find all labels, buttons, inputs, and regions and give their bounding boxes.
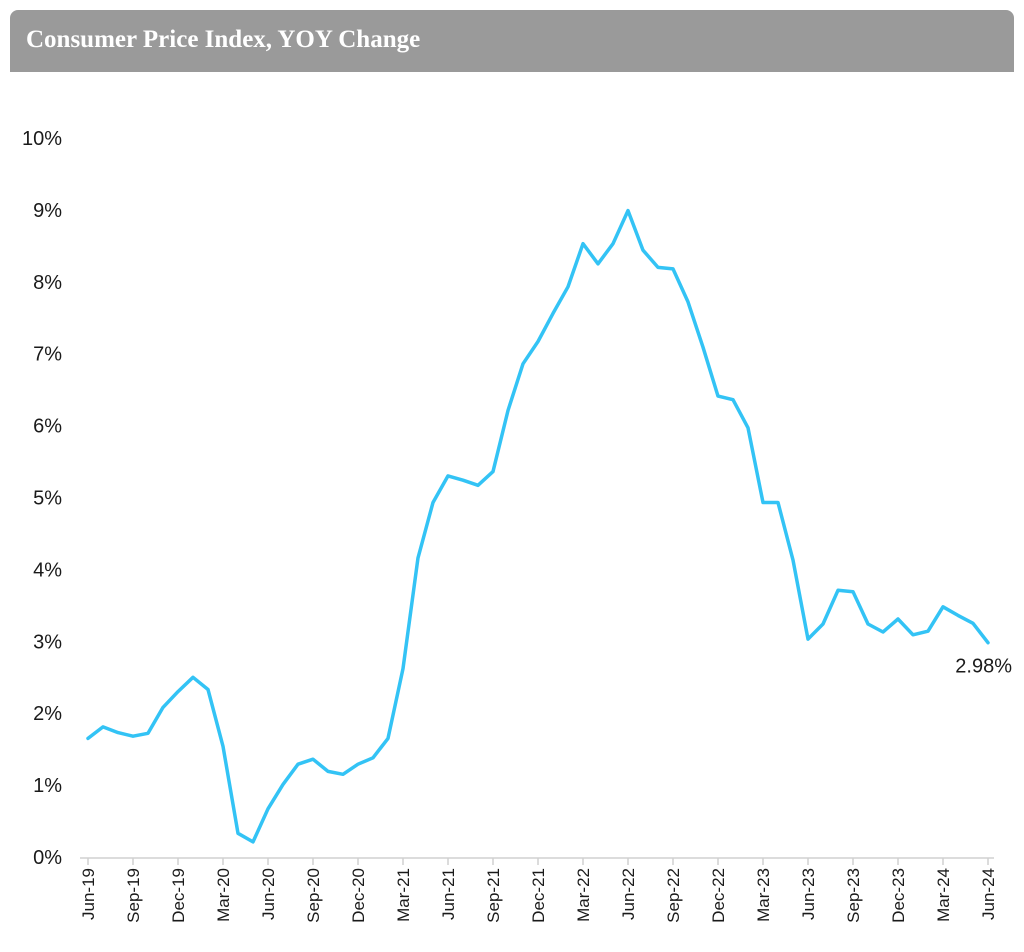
x-tick-label: Sep-22 [664, 868, 683, 923]
x-tick-label: Sep-20 [304, 868, 323, 923]
y-tick-label: 4% [33, 559, 62, 581]
x-tick-label: Jun-23 [799, 868, 818, 920]
x-tick-label: Mar-21 [394, 868, 413, 922]
x-tick-label: Sep-19 [124, 868, 143, 923]
y-tick-label: 3% [33, 631, 62, 653]
cpi-series-line [86, 208, 990, 844]
title-bar: Consumer Price Index, YOY Change [10, 10, 1014, 72]
x-tick-label: Dec-22 [709, 868, 728, 923]
x-tick-label: Jun-22 [619, 868, 638, 920]
x-tick-label: Mar-22 [574, 868, 593, 922]
chart-title: Consumer Price Index, YOY Change [26, 26, 421, 53]
x-tick-label: Dec-21 [529, 868, 548, 923]
y-tick-label: 10% [22, 128, 62, 150]
x-tick-label: Jun-20 [259, 868, 278, 920]
x-tick-label: Sep-23 [844, 868, 863, 923]
y-axis-labels: 0% 1% 2% 3% 4% 5% 6% 7% 8% 9% 10% [22, 128, 62, 869]
x-axis-ticks [87, 858, 989, 865]
x-tick-label: Dec-23 [889, 868, 908, 923]
y-tick-label: 7% [33, 344, 62, 366]
x-tick-label: Jun-24 [979, 868, 998, 920]
y-tick-label: 8% [33, 272, 62, 294]
x-tick-label: Jun-19 [79, 868, 98, 920]
x-tick-label: Mar-23 [754, 868, 773, 922]
x-tick-label: Dec-19 [169, 868, 188, 923]
y-tick-label: 0% [33, 847, 62, 869]
x-tick-label: Mar-24 [934, 868, 953, 922]
y-tick-label: 2% [33, 703, 62, 725]
latest-value-label: 2.98% [955, 656, 1012, 678]
x-axis-labels: Jun-19 Sep-19 Dec-19 Mar-20 Jun-20 Sep-20 Dec-… [79, 868, 998, 923]
y-tick-label: 9% [33, 200, 62, 222]
y-tick-label: 5% [33, 488, 62, 510]
y-tick-label: 6% [33, 416, 62, 438]
x-tick-label: Mar-20 [214, 868, 233, 922]
x-tick-label: Sep-21 [484, 868, 503, 923]
y-tick-label: 1% [33, 775, 62, 797]
x-tick-label: Dec-20 [349, 868, 368, 923]
x-tick-label: Jun-21 [439, 868, 458, 920]
